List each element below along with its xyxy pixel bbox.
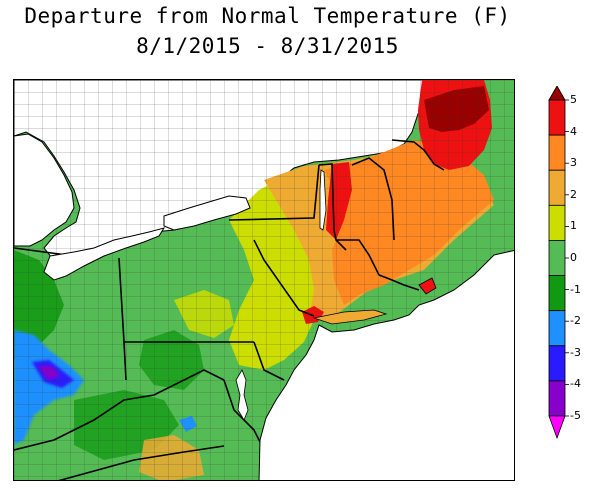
legend-arrow-top — [548, 86, 566, 101]
legend-tick-label: 5 — [570, 93, 577, 106]
atlantic-ocean — [258, 249, 514, 480]
lake-huron-edge — [14, 133, 75, 247]
legend-tick-label: 1 — [570, 219, 577, 233]
legend-tick-label: -1 — [570, 282, 581, 296]
legend-tick-label: -5 — [570, 409, 581, 422]
legend-tick-label: 2 — [570, 187, 577, 201]
legend-color-segment — [548, 169, 566, 206]
legend-tick-label: -4 — [570, 377, 581, 391]
lake-champlain — [319, 169, 327, 231]
lake-ontario — [163, 195, 251, 231]
date-range: 8/1/2015 - 8/31/2015 — [136, 34, 399, 58]
chesapeake-bay — [235, 369, 249, 421]
legend-color-segment — [548, 240, 566, 276]
legend-tick-label: -2 — [570, 314, 581, 328]
legend-tick-label: -3 — [570, 345, 581, 359]
legend-color-segment — [548, 310, 566, 347]
legend-arrow-bottom — [548, 415, 566, 440]
cape-cod — [418, 277, 437, 295]
legend-tick-label: 4 — [570, 124, 577, 138]
legend-color-segment — [548, 275, 566, 312]
temperature-departure-map — [13, 79, 515, 481]
legend-color-segment — [548, 380, 566, 417]
color-scale-legend: 5 4 3 2 1 0 -1 -2 -3 -4 -5 — [545, 86, 594, 446]
legend-tick-label: 3 — [570, 156, 577, 170]
lake-erie — [43, 227, 166, 281]
long-island — [312, 309, 388, 325]
legend-color-segment — [548, 99, 566, 136]
state-boundaries — [14, 139, 445, 480]
legend-color-segment — [548, 345, 566, 382]
legend-color-segment — [548, 204, 566, 241]
legend-tick-label: 0 — [570, 251, 577, 264]
map-title: Departure from Normal Temperature (F) — [24, 4, 511, 28]
legend-color-segment — [548, 134, 566, 171]
